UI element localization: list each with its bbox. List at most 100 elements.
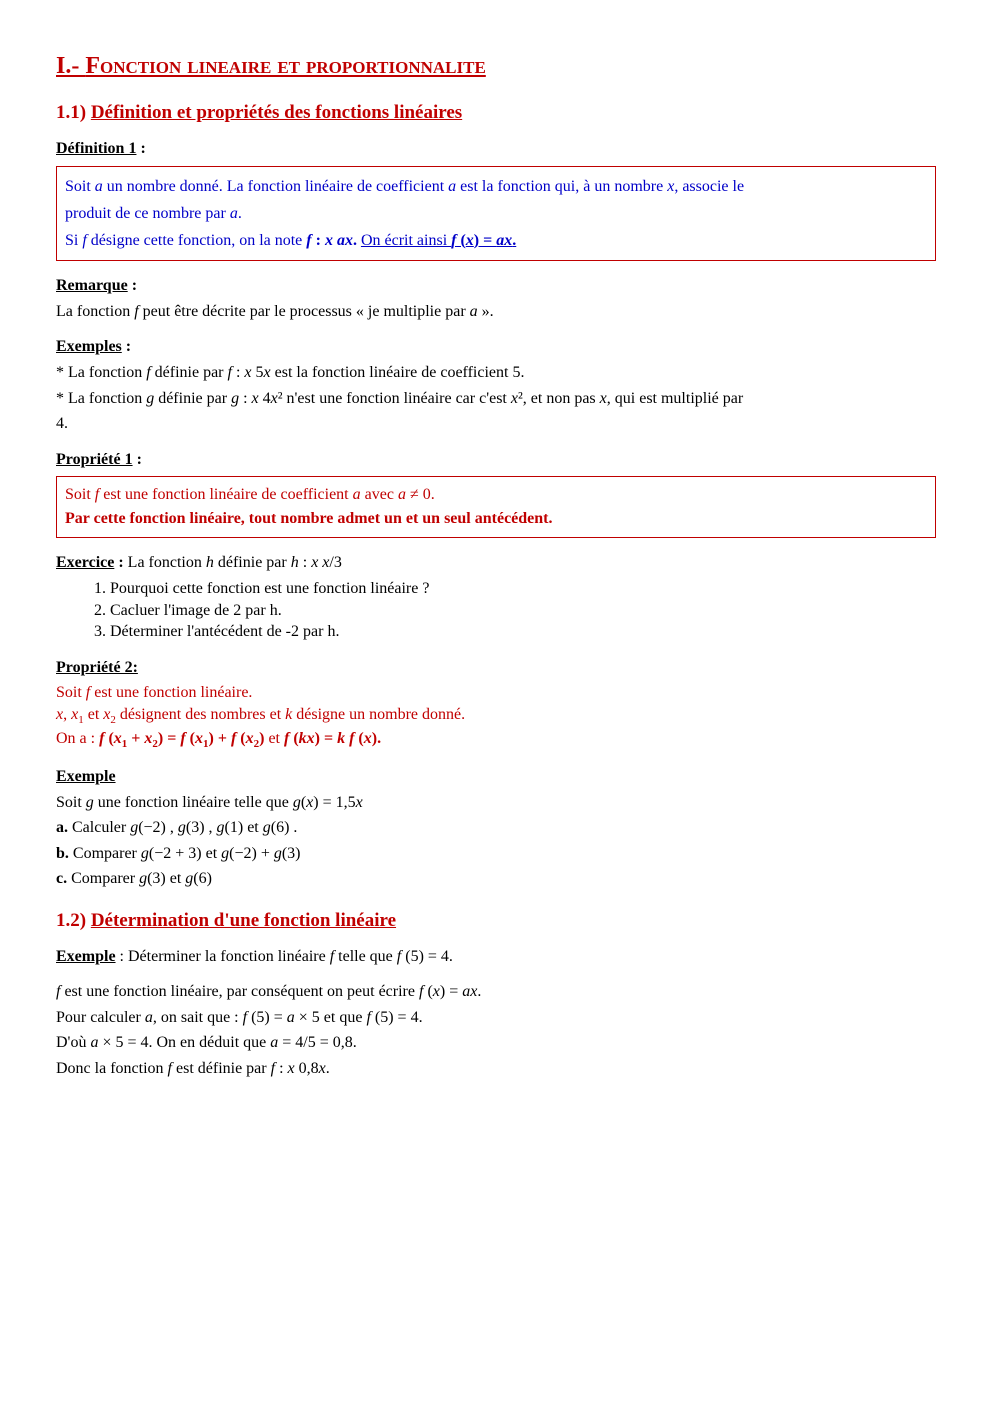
t: x [288,1060,295,1077]
t: a [95,178,103,195]
t: désigne cette fonction, on la note [87,232,306,249]
t: désignent des nombres et [116,706,285,723]
prop1-line1: Soit f est une fonction linéaire de coef… [65,483,927,507]
t: définie par [151,364,228,381]
h1-rest: Fonction lineaire et proportionnalite [85,53,485,79]
t: (−2) , [138,819,178,836]
t: x [271,390,278,407]
t: est une fonction linéaire, par conséquen… [60,983,419,1000]
t: ). [372,730,381,747]
exemple-line1: Soit g une fonction linéaire telle que g… [56,792,936,814]
remarque-label: Remarque : [56,275,936,297]
t: 5 [252,364,264,381]
t: g [146,390,154,407]
t: x [195,730,203,747]
label-colon: : [136,140,145,157]
list-item: Cacluer l'image de 2 par h. [110,600,936,622]
page-title: I.- Fonction lineaire et proportionnalit… [56,50,936,82]
t: : [275,1060,287,1077]
t: : [239,390,251,407]
t: g [263,819,271,836]
t: ) + [209,730,231,747]
t: x [600,390,607,407]
t: peut être décrite par le processus « je … [139,303,470,320]
t: , on sait que : [153,1009,243,1026]
t: ( [289,730,298,747]
exemples-label: Exemples : [56,336,936,358]
t: ax [462,983,477,1000]
s12-p1: f est une fonction linéaire, par conséqu… [56,981,936,1003]
propriete-1-box: Soit f est une fonction linéaire de coef… [56,476,936,538]
label-colon: : [122,338,131,355]
section-text: Définition et propriétés des fonctions l… [91,102,462,123]
exemple-b: b. Comparer g(−2 + 3) et g(−2) + g(3) [56,843,936,865]
t: : [232,364,244,381]
t: Comparer [69,845,141,862]
t: : [299,554,311,571]
t: (5) = 4. [371,1009,423,1026]
t: La fonction [128,554,206,571]
s12-p3: D'où a × 5 = 4. On en déduit que a = 4/5… [56,1032,936,1054]
t: . [238,205,242,222]
t: g [293,794,301,811]
t: ², et non pas [518,390,600,407]
propriete-2-label: Propriété 2: [56,657,936,679]
t: x [364,730,372,747]
t: ) = [315,730,337,747]
t: x [114,730,122,747]
section-1-2-heading: 1.2) Détermination d'une fonction linéai… [56,908,936,934]
t: ax [337,232,353,249]
exercice-list: Pourquoi cette fonction est une fonction… [92,578,936,643]
s12-p2: Pour calculer a, on sait que : f (5) = a… [56,1007,936,1029]
section-1-1-heading: 1.1) Définition et propriétés des foncti… [56,100,936,126]
t: ( [354,730,363,747]
t: a [398,486,406,503]
t: : [312,232,325,249]
t: un nombre donné. La fonction linéaire de… [103,178,448,195]
label-colon: : [116,948,128,965]
list-item: Pourquoi cette fonction est une fonction… [110,578,936,600]
t: ( [186,730,195,747]
t: Calculer [68,819,130,836]
prop1-line2: Par cette fonction linéaire, tout nombre… [65,507,927,531]
t: a [230,205,238,222]
t: Déterminer la fonction linéaire [128,948,330,965]
label-colon: : [114,554,127,571]
t: k f [337,730,354,747]
t: Soit [56,794,86,811]
t: g [139,870,147,887]
s12-p4: Donc la fonction f est définie par f : x… [56,1058,936,1080]
t: a. [56,819,68,836]
t: et [264,730,284,747]
t: (−2) + [229,845,274,862]
def1-line2: produit de ce nombre par a. [65,200,927,227]
t: g [130,819,138,836]
t: est la fonction qui, à un nombre [456,178,667,195]
t: . [477,983,481,1000]
t: définie par [214,554,291,571]
label-text: Remarque [56,277,128,294]
label-text: Définition 1 [56,140,136,157]
t: Donc la fonction [56,1060,168,1077]
t: ) = [158,730,180,747]
label-text: Exemple [56,768,116,785]
t: (3) et [147,870,185,887]
t: g [86,794,94,811]
t: g [217,819,225,836]
t: ( [423,983,432,1000]
t: (5) = 4. [401,948,453,965]
t: ( [456,232,465,249]
t: g [221,845,229,862]
t: x [252,390,259,407]
t: produit de ce nombre par [65,205,230,222]
t: 4 [259,390,271,407]
t: (6) . [271,819,298,836]
t: , qui est multiplié par [607,390,743,407]
t: et [84,706,104,723]
definition-1-box: Soit a un nombre donné. La fonction liné… [56,166,936,262]
t: g [141,845,149,862]
t: (3) , [186,819,217,836]
t: + [127,730,144,747]
t: × 5 et que [295,1009,367,1026]
t: est une fonction linéaire de coefficient [99,486,352,503]
